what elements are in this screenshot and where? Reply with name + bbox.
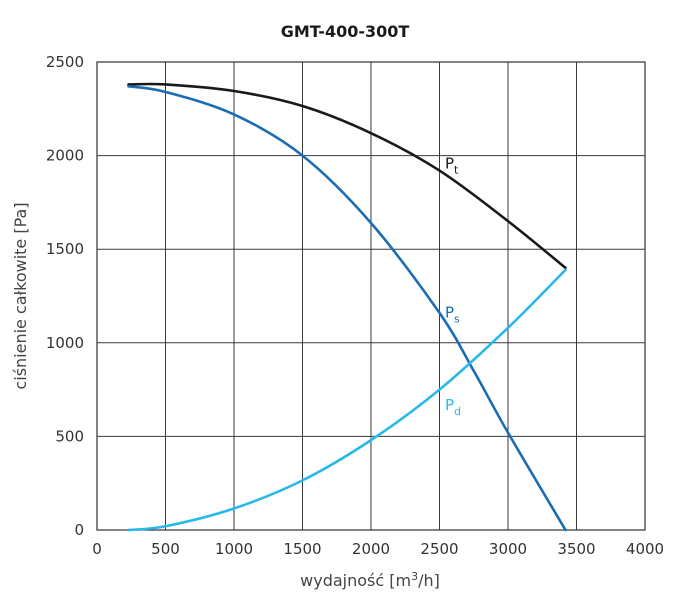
y-tick-label: 2000	[46, 147, 84, 165]
series-label-sub: s	[454, 313, 460, 326]
series-label-main: P	[445, 155, 454, 173]
grid	[96, 61, 646, 531]
y-tick-labels: 0 500 1000 1500 2000 2500	[46, 53, 84, 539]
series-line-pt	[127, 82, 567, 270]
y-tick-label: 0	[74, 521, 84, 539]
x-axis-label-prefix: wydajność [m	[300, 571, 411, 590]
series-label-pd: Pd	[445, 396, 461, 418]
x-tick-label: 2000	[352, 540, 390, 558]
curves	[127, 82, 567, 532]
x-tick-label: 3000	[489, 540, 527, 558]
x-tick-label: 0	[92, 540, 102, 558]
series-line-pd	[127, 268, 567, 532]
x-tick-label: 2500	[420, 540, 458, 558]
y-tick-label: 1500	[46, 240, 84, 258]
series-line-ps	[127, 85, 567, 532]
series-label-pt: Pt	[445, 155, 459, 177]
series-label-sub: t	[454, 164, 459, 177]
y-tick-label: 1000	[46, 334, 84, 352]
x-axis-label-suffix: /h]	[418, 571, 440, 590]
series-label-main: P	[445, 304, 454, 322]
y-axis-label: ciśnienie całkowite [Pa]	[11, 202, 30, 389]
y-tick-label: 2500	[46, 53, 84, 71]
x-axis-label: wydajność [m3/h]	[300, 570, 440, 590]
x-tick-label: 1500	[283, 540, 321, 558]
series-label-main: P	[445, 396, 454, 414]
series-label-sub: d	[454, 405, 461, 418]
chart-title: GMT-400-300T	[281, 22, 410, 41]
x-axis-label-sup: 3	[411, 570, 418, 583]
x-tick-labels: 0 500 1000 1500 2000 2500 3000 3500 4000	[92, 540, 664, 558]
y-tick-label: 500	[55, 427, 84, 445]
x-tick-label: 500	[151, 540, 180, 558]
x-tick-label: 3500	[557, 540, 595, 558]
x-tick-label: 4000	[626, 540, 664, 558]
x-tick-label: 1000	[215, 540, 253, 558]
plot-frame	[96, 61, 646, 531]
series-label-ps: Ps	[445, 304, 460, 326]
